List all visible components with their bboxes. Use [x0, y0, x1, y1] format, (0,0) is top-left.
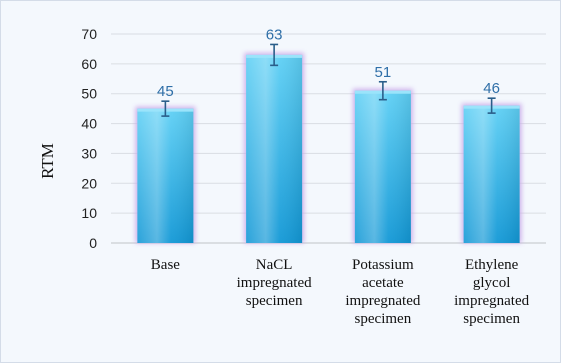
x-tick-label: Base — [151, 257, 181, 273]
bars — [135, 43, 522, 244]
bar-shine — [463, 105, 520, 244]
x-tick-label: Potassium acetate impregnated specimen — [345, 257, 420, 327]
y-tick-label: 20 — [81, 175, 97, 191]
bar-shine — [354, 90, 411, 243]
y-tick-label: 10 — [81, 205, 97, 221]
y-tick-label: 50 — [81, 86, 97, 102]
error-bar — [487, 97, 496, 114]
error-bar — [161, 100, 170, 117]
bar-shine — [137, 108, 194, 244]
y-tick-label: 70 — [81, 26, 97, 42]
y-axis-label: RTM — [38, 143, 57, 179]
labels: 0 10 20 30 40 50 60 70 45 Base 63 NaCL impregnated sp… — [81, 26, 529, 327]
y-tick-label: 40 — [81, 116, 97, 132]
data-label: 46 — [483, 80, 500, 97]
y-tick-label: 60 — [81, 56, 97, 72]
x-tick-label: Ethylene glycol impregnated specimen — [454, 257, 529, 327]
x-tick-label: NaCL impregnated specimen — [237, 257, 312, 309]
bar-shine — [246, 54, 303, 244]
error-bar — [270, 43, 279, 67]
data-label: 63 — [266, 26, 283, 43]
data-label: 45 — [157, 83, 174, 100]
error-bar — [378, 80, 387, 101]
y-tick-label: 30 — [81, 145, 97, 161]
data-label: 51 — [375, 64, 392, 81]
y-tick-label: 0 — [89, 235, 97, 251]
